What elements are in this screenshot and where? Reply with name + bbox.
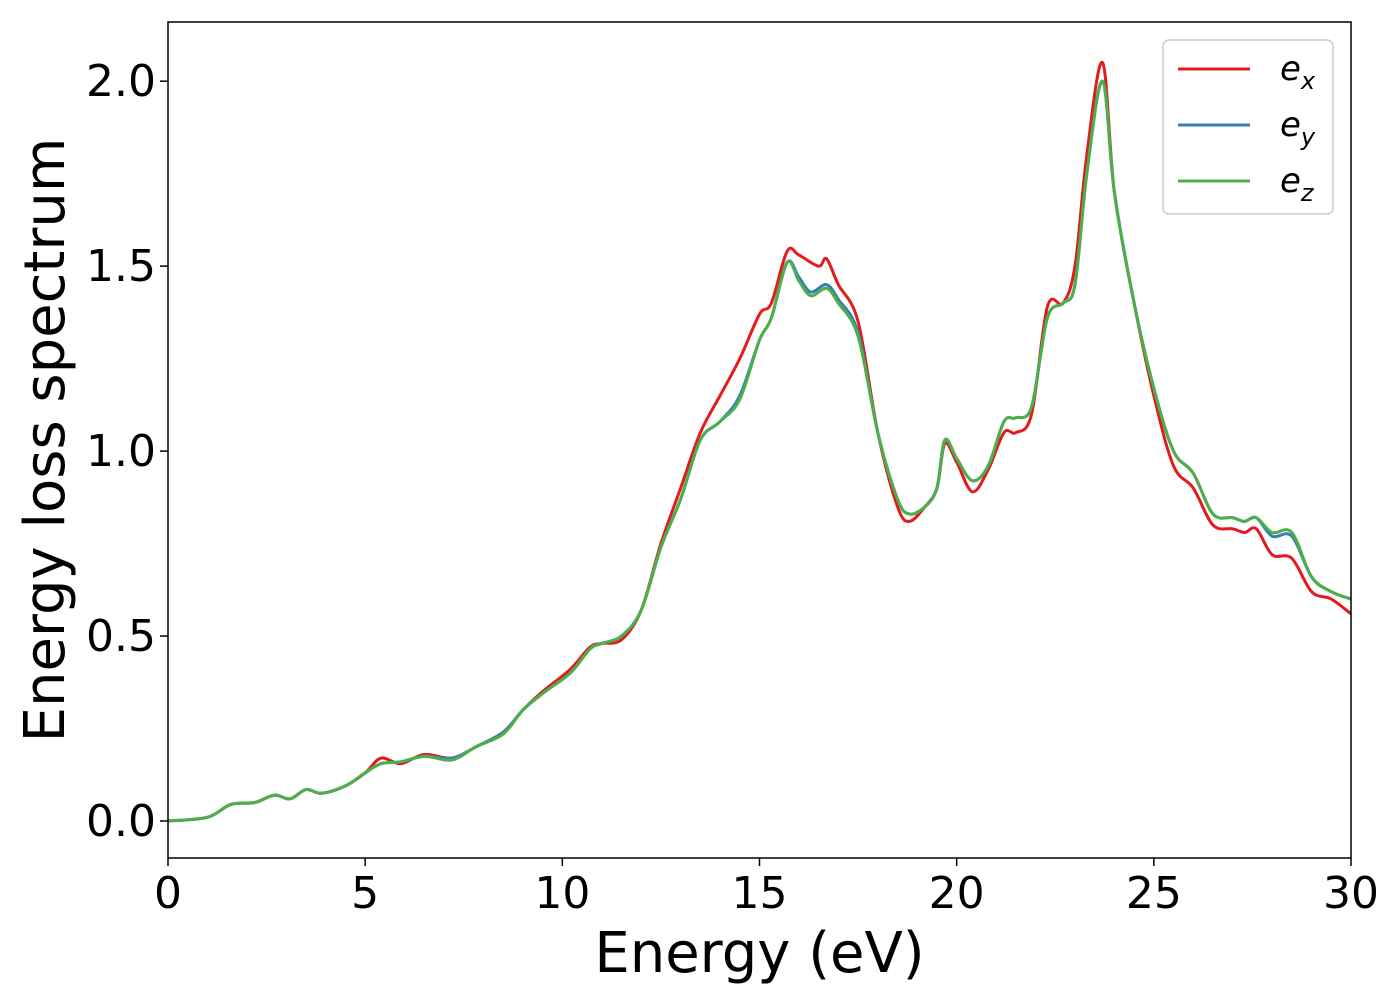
y-tick-label: 1.5 <box>86 241 156 292</box>
y-tick-label: 0.5 <box>86 611 156 662</box>
x-tick-label: 0 <box>154 868 182 919</box>
legend-label-ex: ex <box>1280 49 1316 95</box>
series-group <box>168 61 1351 823</box>
series-line-ez <box>168 79 1351 823</box>
x-tick-label: 10 <box>534 868 590 919</box>
y-tick-label: 2.0 <box>86 56 156 107</box>
x-tick-label: 25 <box>1126 868 1182 919</box>
y-tick-label: 0.0 <box>86 796 156 847</box>
y-axis-label: Energy loss spectrum <box>13 138 78 743</box>
legend-label-ey: ey <box>1280 105 1316 151</box>
x-axis-label: Energy (eV) <box>594 921 924 986</box>
x-tick-label: 30 <box>1323 868 1379 919</box>
x-tick-label: 20 <box>929 868 985 919</box>
x-axis: 0 5 10 15 20 25 30 <box>154 858 1379 919</box>
y-tick-label: 1.0 <box>86 426 156 477</box>
legend-frame <box>1162 39 1334 215</box>
y-axis: 0.0 0.5 1.0 1.5 2.0 <box>86 56 168 847</box>
x-tick-label: 15 <box>732 868 788 919</box>
x-tick-label: 5 <box>351 868 379 919</box>
